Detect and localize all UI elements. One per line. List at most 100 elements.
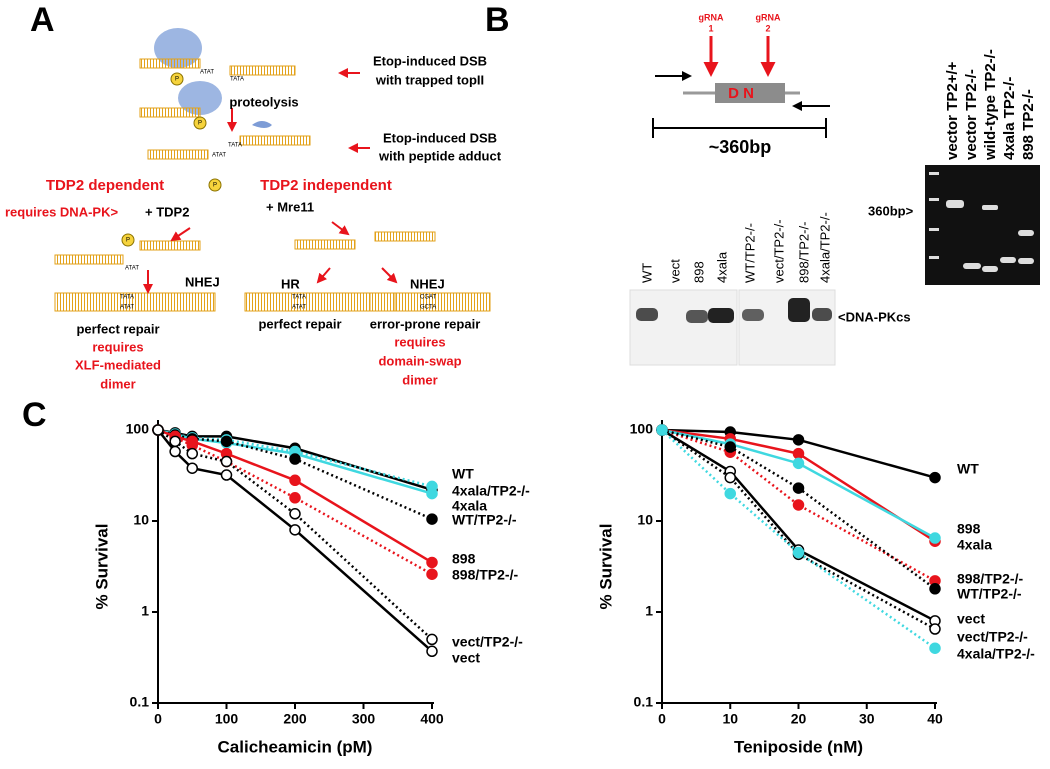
x-axis-title: Teniposide (nM)	[734, 737, 863, 756]
lane-label: WT	[639, 263, 654, 283]
data-point	[792, 434, 805, 446]
dna-seq: CGAT	[420, 295, 437, 301]
x-tick-label: 0	[154, 711, 162, 727]
dna-seq: TATA	[292, 295, 306, 301]
step-label: NHEJ	[410, 276, 445, 291]
step-label: + Mre11	[266, 199, 314, 214]
data-point	[426, 487, 438, 500]
x-tick-label: 300	[352, 711, 376, 727]
series-line	[661, 428, 936, 590]
y-tick-label: 1	[141, 603, 149, 619]
peptide	[252, 121, 272, 128]
x-tick-label: 10	[722, 711, 738, 727]
dna-seq: ATAT	[212, 153, 226, 159]
domain-box	[715, 83, 785, 103]
phospho	[170, 72, 184, 86]
series-label: vect/TP2-/-	[452, 634, 523, 650]
step-label: NHEJ	[185, 274, 220, 289]
data-point	[929, 623, 941, 635]
x-tick-label: 20	[791, 711, 807, 727]
data-point	[186, 462, 198, 474]
step-label: with trapped topII	[375, 72, 484, 87]
dna-seq: GCTA	[420, 305, 436, 311]
lane-label: 4xala TP2-/-	[1001, 77, 1018, 160]
dna-seq: TATA	[228, 143, 242, 149]
data-point	[929, 642, 941, 654]
requirement: requires DNA-PK>	[5, 204, 118, 219]
grna-label: gRNA	[699, 12, 724, 22]
lane-label: vector TP2+/+	[944, 61, 961, 160]
pathway-title: TDP2 dependent	[46, 177, 164, 194]
series-label: WT	[957, 461, 979, 477]
grna-label: 2	[765, 23, 770, 33]
series-line	[661, 428, 936, 631]
panel-b: gRNA 1 gRNA 2 D N ~360bp <DNA-PKcs 360bp…	[629, 12, 1040, 366]
data-point	[152, 424, 164, 436]
data-point	[220, 435, 233, 448]
data-point	[792, 499, 805, 511]
series-label: WT	[452, 466, 474, 482]
data-point	[169, 445, 181, 458]
x-tick-label: 200	[283, 711, 307, 727]
data-point	[426, 513, 438, 525]
topo-protein	[178, 81, 222, 115]
data-point	[169, 435, 181, 448]
lane-label: vector TP2-/-	[963, 69, 980, 160]
size-bracket	[652, 118, 827, 138]
data-point	[186, 447, 198, 460]
y-axis-title: % Survival	[596, 524, 615, 610]
series-label: 898	[452, 551, 476, 567]
dna-seq: ATAT	[292, 305, 306, 311]
series-label: 898/TP2-/-	[452, 567, 518, 583]
lane-label: vect/TP2-/-	[771, 219, 786, 283]
dna	[54, 58, 491, 312]
panel-label: A	[30, 1, 55, 39]
data-point	[220, 455, 233, 468]
lane-label: 4xala	[714, 251, 729, 283]
bands	[636, 298, 832, 323]
y-tick-label: 100	[126, 421, 150, 437]
lane-label: 898/TP2-/-	[796, 222, 811, 283]
step-label: with peptide adduct	[378, 148, 502, 163]
requirement: domain-swap	[378, 353, 461, 368]
series-line	[661, 428, 936, 479]
domain-label: D N	[728, 85, 754, 102]
data-point	[929, 471, 941, 484]
phospho-label: P	[198, 121, 202, 127]
data-point	[426, 645, 438, 658]
phospho	[121, 233, 135, 247]
series-line	[661, 428, 936, 540]
x-axis-title: Calicheamicin (pM)	[218, 737, 373, 756]
series-label: 4xala/TP2-/-	[957, 646, 1035, 662]
outcome: perfect repair	[258, 316, 341, 331]
phospho-label: P	[175, 77, 179, 83]
series-label: 4xala/TP2-/-	[452, 483, 530, 499]
data-point	[289, 492, 301, 504]
series-line	[661, 428, 936, 582]
phospho	[193, 116, 207, 130]
data-point	[724, 441, 736, 453]
step-label: proteolysis	[229, 94, 298, 109]
dna-seq: ATAT	[125, 266, 139, 272]
bands	[929, 172, 1034, 272]
requirement: requires	[92, 339, 143, 354]
data-point	[220, 469, 233, 481]
y-tick-label: 1	[645, 603, 653, 619]
pathway-title: TDP2 independent	[260, 177, 392, 194]
arrows	[143, 68, 398, 294]
outcome: error-prone repair	[370, 316, 481, 331]
series-line	[661, 429, 936, 650]
series-label: 898/TP2-/-	[957, 571, 1023, 587]
lane-label: wild-type TP2-/-	[982, 49, 999, 161]
topo-protein	[154, 28, 202, 68]
series-label: WT/TP2-/-	[452, 512, 517, 528]
panel-a: P P P P ATAT TATA ATAT TATA ATAT TATA AT…	[5, 28, 502, 391]
x-tick-label: 40	[927, 711, 943, 727]
size-label: ~360bp	[709, 137, 772, 157]
data-point	[426, 568, 438, 580]
dna-seq: ATAT	[200, 70, 214, 76]
phospho-label: P	[126, 238, 130, 244]
gel	[738, 289, 836, 366]
lane-label: 4xala/TP2-/-	[817, 212, 832, 283]
